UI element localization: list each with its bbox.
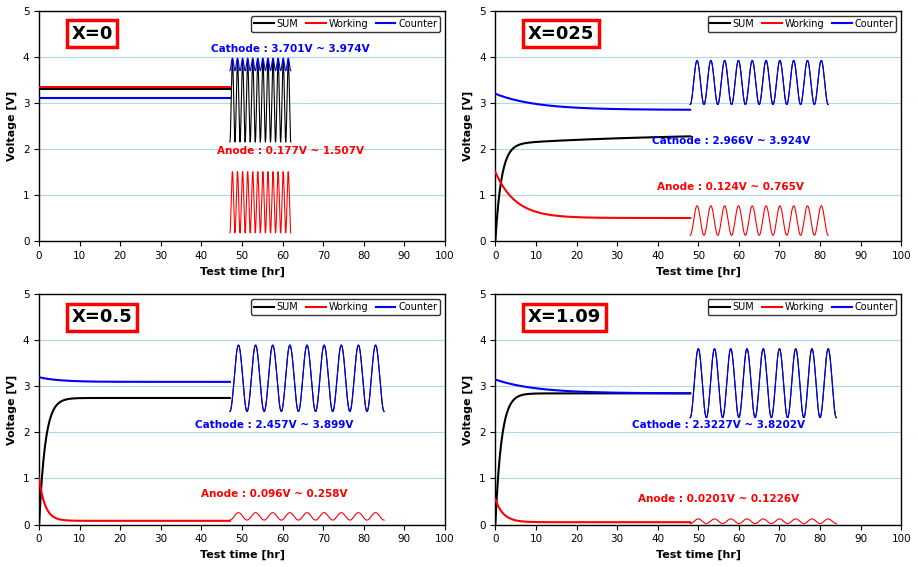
- Text: X=025: X=025: [528, 24, 594, 43]
- Text: X=0.5: X=0.5: [72, 308, 132, 326]
- Text: Cathode : 2.966V ~ 3.924V: Cathode : 2.966V ~ 3.924V: [652, 137, 810, 146]
- X-axis label: Test time [hr]: Test time [hr]: [199, 266, 285, 277]
- X-axis label: Test time [hr]: Test time [hr]: [655, 550, 741, 560]
- Text: Anode : 0.177V ~ 1.507V: Anode : 0.177V ~ 1.507V: [218, 146, 364, 155]
- Legend: SUM, Working, Counter: SUM, Working, Counter: [708, 16, 896, 32]
- Text: Cathode : 3.701V ~ 3.974V: Cathode : 3.701V ~ 3.974V: [211, 44, 370, 54]
- Y-axis label: Voltage [V]: Voltage [V]: [7, 374, 17, 445]
- Legend: SUM, Working, Counter: SUM, Working, Counter: [252, 299, 440, 315]
- Text: Anode : 0.0201V ~ 0.1226V: Anode : 0.0201V ~ 0.1226V: [638, 493, 800, 503]
- Y-axis label: Voltage [V]: Voltage [V]: [464, 374, 474, 445]
- X-axis label: Test time [hr]: Test time [hr]: [199, 550, 285, 560]
- Legend: SUM, Working, Counter: SUM, Working, Counter: [252, 16, 440, 32]
- Text: Anode : 0.096V ~ 0.258V: Anode : 0.096V ~ 0.258V: [201, 489, 348, 499]
- Text: Anode : 0.124V ~ 0.765V: Anode : 0.124V ~ 0.765V: [657, 183, 804, 192]
- Legend: SUM, Working, Counter: SUM, Working, Counter: [708, 299, 896, 315]
- Y-axis label: Voltage [V]: Voltage [V]: [7, 91, 17, 161]
- Text: Cathode : 2.457V ~ 3.899V: Cathode : 2.457V ~ 3.899V: [196, 420, 353, 430]
- Text: X=1.09: X=1.09: [528, 308, 601, 326]
- Y-axis label: Voltage [V]: Voltage [V]: [464, 91, 474, 161]
- Text: X=0: X=0: [72, 24, 113, 43]
- Text: Cathode : 2.3227V ~ 3.8202V: Cathode : 2.3227V ~ 3.8202V: [633, 420, 805, 430]
- X-axis label: Test time [hr]: Test time [hr]: [655, 266, 741, 277]
